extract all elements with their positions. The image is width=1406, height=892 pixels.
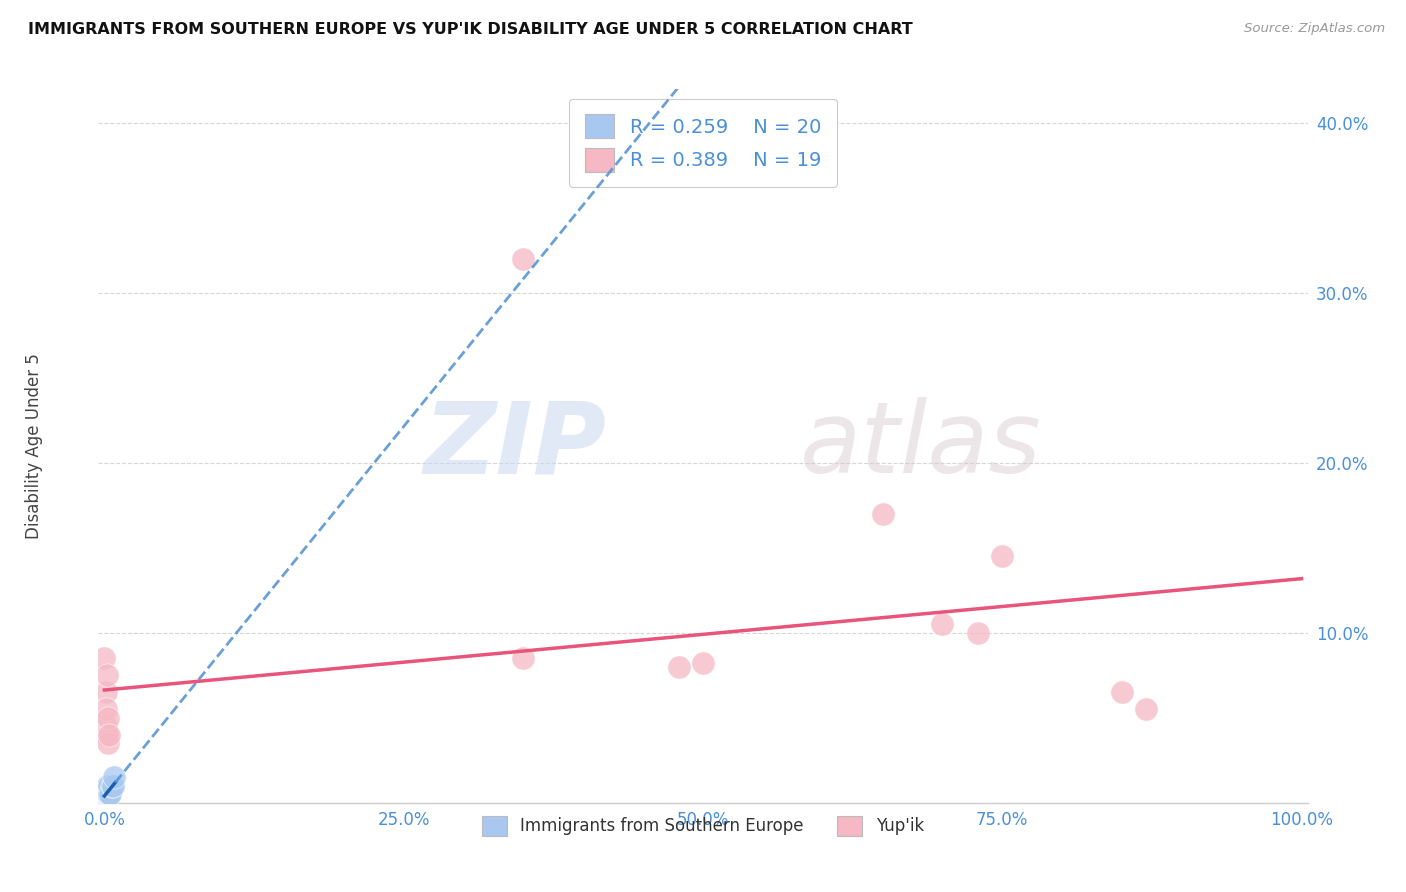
Point: [94, 719, 117, 733]
Point: [512, 252, 534, 266]
Point: [93, 651, 115, 665]
Point: [96, 728, 118, 742]
Point: [94, 787, 117, 801]
Point: [98, 787, 121, 801]
Point: [991, 549, 1014, 564]
Text: IMMIGRANTS FROM SOUTHERN EUROPE VS YUP'IK DISABILITY AGE UNDER 5 CORRELATION CHA: IMMIGRANTS FROM SOUTHERN EUROPE VS YUP'I…: [28, 22, 912, 37]
Point: [103, 770, 125, 784]
Point: [94, 784, 117, 798]
Point: [98, 779, 121, 793]
Point: [96, 787, 118, 801]
Text: atlas: atlas: [800, 398, 1042, 494]
Point: [96, 787, 118, 801]
Point: [100, 787, 122, 801]
Point: [94, 685, 117, 699]
Text: Source: ZipAtlas.com: Source: ZipAtlas.com: [1244, 22, 1385, 36]
Point: [98, 728, 121, 742]
Point: [692, 657, 714, 671]
Point: [96, 787, 118, 801]
Point: [94, 787, 117, 801]
Point: [931, 617, 953, 632]
Point: [94, 702, 117, 716]
Point: [97, 736, 120, 750]
Point: [96, 668, 118, 682]
Point: [98, 787, 121, 801]
Point: [967, 626, 990, 640]
Point: [96, 779, 118, 793]
Point: [668, 660, 690, 674]
Point: [101, 779, 124, 793]
Point: [872, 507, 894, 521]
Point: [512, 651, 534, 665]
Point: [94, 787, 117, 801]
Point: [97, 787, 120, 801]
Point: [93, 787, 115, 801]
Y-axis label: Disability Age Under 5: Disability Age Under 5: [25, 353, 42, 539]
Legend: Immigrants from Southern Europe, Yup'ik: Immigrants from Southern Europe, Yup'ik: [474, 807, 932, 845]
Point: [97, 787, 120, 801]
Point: [94, 728, 117, 742]
Point: [1135, 702, 1157, 716]
Point: [93, 787, 115, 801]
Point: [97, 711, 120, 725]
Text: ZIP: ZIP: [423, 398, 606, 494]
Point: [97, 787, 120, 801]
Point: [100, 779, 122, 793]
Point: [1111, 685, 1133, 699]
